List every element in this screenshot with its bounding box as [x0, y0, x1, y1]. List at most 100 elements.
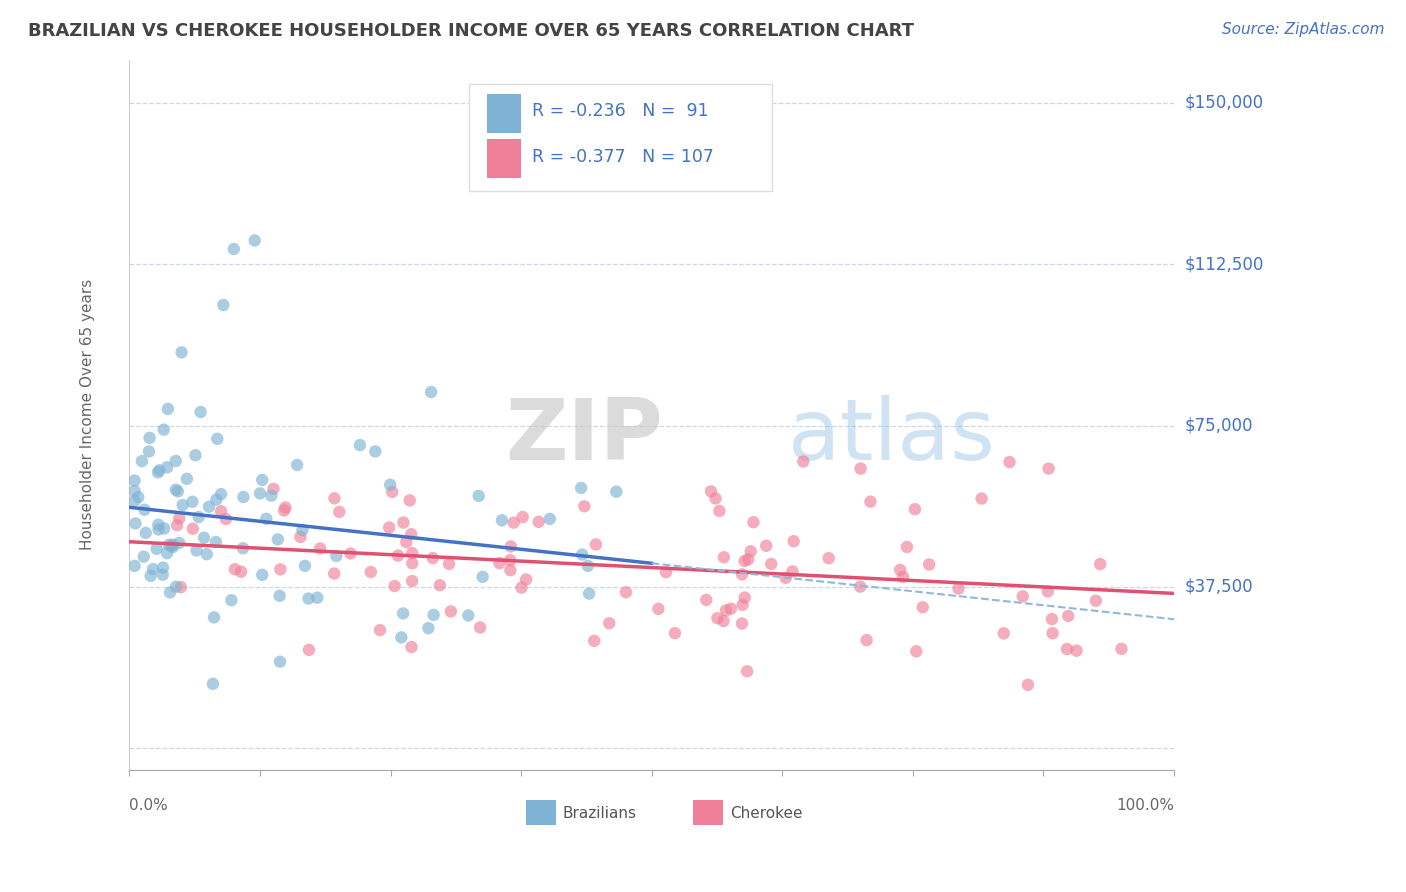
Point: [457, 608, 479, 623]
Point: [817, 551, 839, 566]
Point: [328, 505, 350, 519]
Point: [201, 677, 224, 691]
Point: [731, 567, 754, 582]
Point: [165, 580, 187, 594]
Point: [148, 523, 170, 537]
Point: [713, 550, 735, 565]
Text: Householder Income Over 65 years: Householder Income Over 65 years: [80, 279, 96, 550]
Point: [291, 523, 314, 537]
Point: [162, 538, 184, 552]
Point: [782, 565, 804, 579]
Point: [198, 500, 221, 514]
Point: [148, 517, 170, 532]
Point: [418, 621, 440, 635]
Point: [252, 567, 274, 582]
Point: [527, 515, 550, 529]
Point: [138, 444, 160, 458]
Point: [269, 655, 291, 669]
Point: [605, 484, 627, 499]
Point: [704, 491, 727, 506]
Point: [614, 585, 637, 599]
Point: [488, 556, 510, 570]
Point: [187, 510, 209, 524]
Point: [260, 489, 283, 503]
Point: [349, 438, 371, 452]
FancyBboxPatch shape: [693, 800, 723, 825]
Point: [142, 562, 165, 576]
Point: [655, 565, 678, 579]
Point: [578, 586, 600, 600]
Text: Cherokee: Cherokee: [730, 805, 803, 821]
Point: [127, 490, 149, 504]
Point: [735, 665, 758, 679]
Point: [734, 591, 756, 605]
Point: [1036, 584, 1059, 599]
Point: [392, 516, 415, 530]
Point: [297, 591, 319, 606]
Point: [782, 534, 804, 549]
Point: [159, 585, 181, 599]
Point: [713, 614, 735, 628]
Point: [221, 593, 243, 607]
Point: [224, 562, 246, 576]
Point: [468, 620, 491, 634]
Point: [502, 516, 524, 530]
Point: [706, 611, 728, 625]
Point: [422, 551, 444, 566]
Point: [948, 582, 970, 596]
Point: [891, 570, 914, 584]
Point: [775, 571, 797, 585]
Point: [243, 234, 266, 248]
Point: [538, 512, 561, 526]
Point: [215, 512, 238, 526]
Point: [399, 527, 422, 541]
Point: [170, 345, 193, 359]
Point: [181, 522, 204, 536]
Point: [1017, 678, 1039, 692]
Point: [384, 579, 406, 593]
Point: [169, 511, 191, 525]
Point: [267, 533, 290, 547]
Point: [209, 487, 232, 501]
Point: [132, 549, 155, 564]
Point: [165, 454, 187, 468]
Point: [1056, 642, 1078, 657]
Point: [387, 549, 409, 563]
Point: [467, 489, 489, 503]
Point: [709, 504, 731, 518]
Point: [124, 474, 146, 488]
Point: [360, 565, 382, 579]
Point: [392, 607, 415, 621]
Point: [574, 500, 596, 514]
Point: [993, 626, 1015, 640]
Point: [510, 581, 533, 595]
Point: [135, 525, 157, 540]
Point: [422, 607, 444, 622]
Point: [740, 544, 762, 558]
Point: [139, 569, 162, 583]
Point: [576, 558, 599, 573]
Point: [152, 567, 174, 582]
Text: 0.0%: 0.0%: [129, 798, 169, 814]
Point: [269, 589, 291, 603]
Point: [761, 557, 783, 571]
Point: [156, 460, 179, 475]
Point: [571, 548, 593, 562]
Point: [491, 513, 513, 527]
Point: [904, 502, 927, 516]
Point: [323, 491, 346, 506]
Point: [166, 484, 188, 499]
Point: [290, 530, 312, 544]
FancyBboxPatch shape: [486, 94, 522, 133]
Point: [307, 591, 329, 605]
Point: [731, 616, 754, 631]
Point: [437, 557, 460, 571]
Point: [398, 493, 420, 508]
Point: [209, 504, 232, 518]
Point: [229, 565, 252, 579]
Point: [298, 643, 321, 657]
Point: [309, 541, 332, 556]
Point: [124, 558, 146, 573]
Point: [395, 535, 418, 549]
Point: [285, 458, 308, 472]
